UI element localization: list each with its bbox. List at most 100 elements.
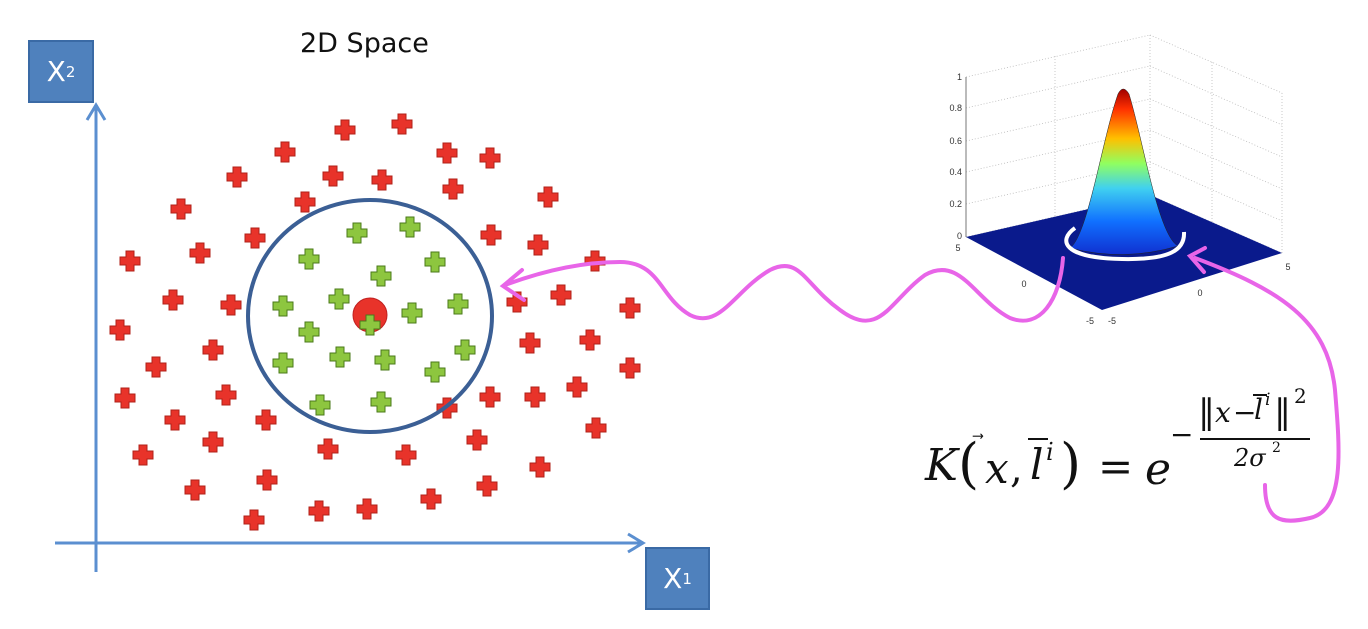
red-class-point — [162, 289, 184, 311]
red-class-point — [579, 329, 601, 351]
red-class-point — [519, 332, 541, 354]
green-class-point — [309, 394, 331, 416]
red-class-point — [550, 284, 572, 306]
red-class-point — [619, 297, 641, 319]
red-class-point — [334, 119, 356, 141]
red-class-point — [145, 356, 167, 378]
gaussian-surface-plot: 1 0.8 0.6 0.4 0.2 0 5 0 -5 -5 0 5 — [949, 34, 1291, 326]
green-class-point — [370, 391, 392, 413]
red-class-point — [202, 431, 224, 453]
formula-close-paren: ) — [1060, 432, 1082, 495]
green-class-point — [454, 339, 476, 361]
red-class-point — [220, 294, 242, 316]
green-class-point — [424, 361, 446, 383]
x1-subscript: 1 — [682, 569, 692, 588]
formula-norm-left: ‖ — [1198, 392, 1215, 432]
green-class-point — [399, 216, 421, 238]
squiggle-arrow — [503, 256, 1065, 323]
decision-boundary-circle — [246, 198, 494, 434]
red-class-point — [243, 509, 265, 531]
red-class-point — [294, 191, 316, 213]
green-class-point — [401, 302, 423, 324]
formula-num-x: x — [1215, 396, 1231, 429]
red-class-point — [524, 386, 546, 408]
formula-open-paren: ( — [958, 432, 980, 495]
formula-num-power: 2 — [1294, 384, 1307, 408]
red-class-point — [255, 409, 277, 431]
z-tick-label: 1 — [957, 72, 962, 82]
formula-k: K — [925, 440, 958, 491]
green-class-point — [370, 265, 392, 287]
highlight-ring — [1064, 226, 1187, 262]
red-class-point — [184, 479, 206, 501]
red-class-point — [164, 409, 186, 431]
formula-num-minus: − — [1233, 396, 1257, 429]
red-class-point — [202, 339, 224, 361]
red-class-point — [566, 376, 588, 398]
red-class-point — [244, 227, 266, 249]
red-class-point — [584, 250, 606, 272]
z-tick-label: 0 — [957, 231, 962, 241]
green-class-point — [298, 321, 320, 343]
red-class-point — [109, 319, 131, 341]
red-class-point — [585, 417, 607, 439]
formula-e: e — [1145, 444, 1172, 495]
formula-comma: , — [1010, 446, 1023, 492]
formula-num-l: l — [1254, 393, 1263, 426]
formula-equals: = — [1098, 442, 1134, 491]
red-class-point — [132, 444, 154, 466]
red-class-point — [476, 475, 498, 497]
green-class-point — [359, 314, 381, 336]
red-class-point — [480, 224, 502, 246]
formula-i: i — [1046, 438, 1054, 466]
x1-letter: X — [663, 562, 683, 595]
red-class-point — [479, 386, 501, 408]
green-class-point — [328, 288, 350, 310]
red-class-point — [189, 242, 211, 264]
red-class-point — [256, 469, 278, 491]
red-class-point — [619, 357, 641, 379]
formula-arrowhead — [1186, 246, 1207, 274]
red-class-point — [274, 141, 296, 163]
red-class-point — [395, 444, 417, 466]
x1-axis-arrowhead — [627, 532, 646, 554]
x-tick-label: 5 — [955, 243, 960, 253]
formula-num-vec-arrow-l — [1253, 394, 1267, 396]
formula-l: l — [1030, 440, 1044, 489]
red-class-point — [371, 169, 393, 191]
red-class-point — [317, 438, 339, 460]
x2-axis-arrowhead — [85, 102, 107, 121]
formula-x: x — [985, 444, 1009, 493]
green-class-point — [374, 349, 396, 371]
green-class-point — [272, 295, 294, 317]
diagram-title: 2D Space — [300, 28, 429, 59]
formula-arrow — [1193, 256, 1341, 523]
red-class-point — [537, 186, 559, 208]
z-tick-label: 0.2 — [949, 199, 962, 209]
y-tick-label: 5 — [1285, 262, 1290, 272]
green-class-point — [346, 222, 368, 244]
formula-neg-sign: − — [1170, 418, 1194, 451]
formula-num-i: i — [1265, 390, 1271, 410]
y-tick-label: 0 — [1197, 288, 1202, 298]
red-class-point — [356, 498, 378, 520]
x2-subscript: 2 — [65, 62, 76, 81]
red-class-point — [119, 250, 141, 272]
z-tick-label: 0.6 — [949, 136, 962, 146]
formula-denominator: 2σ — [1234, 444, 1266, 472]
z-tick-label: 0.4 — [949, 167, 962, 177]
x2-letter: X — [46, 55, 66, 88]
green-class-point — [447, 293, 469, 315]
green-class-point — [329, 346, 351, 368]
z-tick-label: 0.8 — [949, 103, 962, 113]
red-class-point — [322, 165, 344, 187]
x-tick-label: 0 — [1021, 279, 1026, 289]
red-class-point — [170, 198, 192, 220]
red-class-point — [442, 178, 464, 200]
formula-vec-arrow-l — [1028, 438, 1048, 440]
red-class-point — [527, 234, 549, 256]
green-class-point — [298, 248, 320, 270]
